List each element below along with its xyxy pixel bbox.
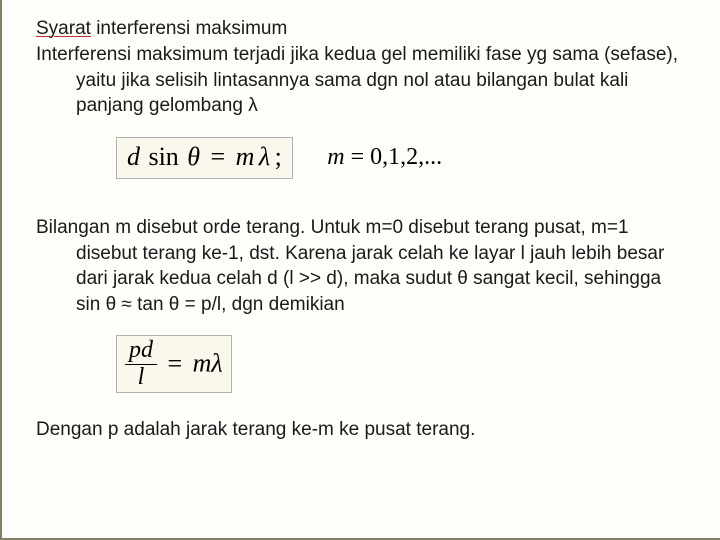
eq2-den: l: [125, 364, 157, 390]
equation-2-box: pd l = mλ: [116, 335, 232, 392]
eq2-fraction: pd l: [125, 338, 157, 389]
equation-1-row: d sin θ = m λ ; m = 0,1,2,...: [116, 137, 688, 179]
closing-line: Dengan p adalah jarak terang ke-m ke pus…: [36, 419, 688, 441]
eq1-d: d: [127, 142, 140, 171]
paragraph-1: Interferensi maksimum terjadi jika kedua…: [36, 42, 688, 119]
eq1-m: m: [236, 142, 255, 171]
eq2-num: pd: [125, 338, 157, 363]
paragraph-2: Bilangan m disebut orde terang. Untuk m=…: [36, 215, 688, 318]
slide-container: Syarat interferensi maksimum Interferens…: [0, 0, 720, 540]
equation-2-row: pd l = mλ: [116, 335, 688, 392]
eq1-eq: =: [210, 142, 225, 171]
eq1-semicolon: ;: [275, 142, 282, 171]
slide-title: Syarat interferensi maksimum: [36, 18, 688, 40]
equation-1-box: d sin θ = m λ ;: [116, 137, 293, 179]
eq1-sin: sin: [148, 142, 178, 171]
eq1-theta: θ: [187, 142, 200, 171]
eq2-eq: =: [167, 349, 182, 378]
eq2-rhs: mλ: [193, 349, 223, 378]
title-rest: interferensi maksimum: [91, 18, 287, 39]
eq1-lambda: λ: [259, 142, 270, 171]
title-underlined: Syarat: [36, 18, 91, 39]
eq1-domain: m = 0,1,2,...: [327, 144, 442, 171]
